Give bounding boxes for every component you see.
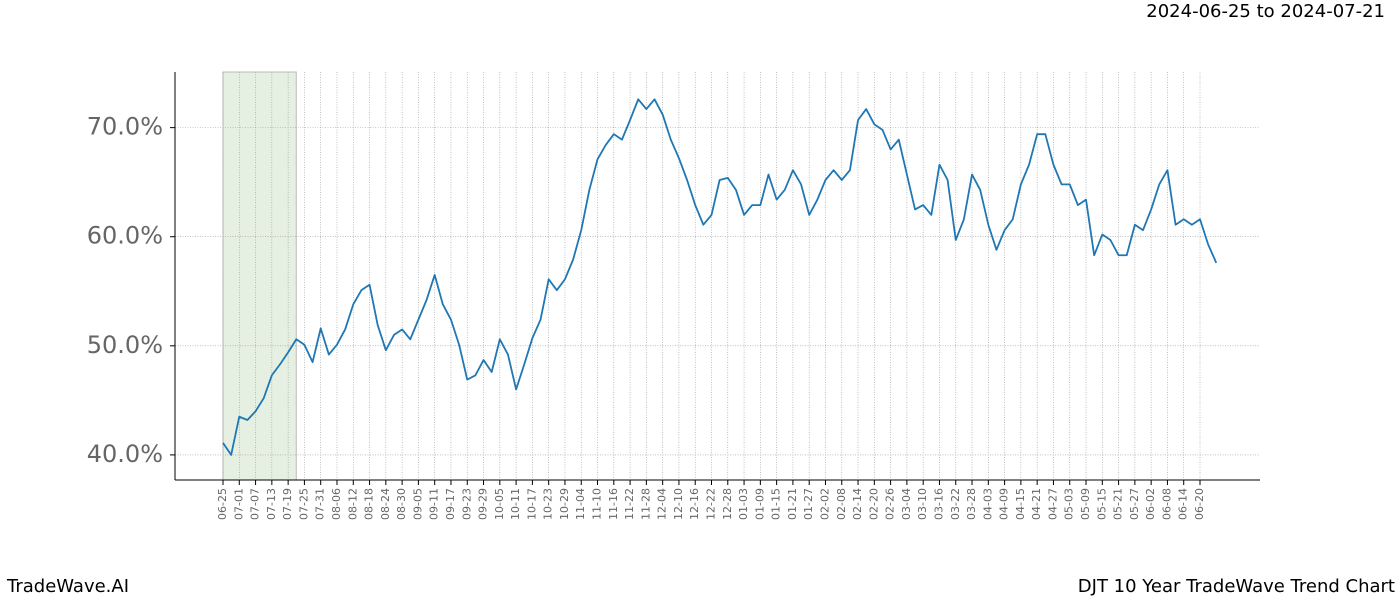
x-tick-label: 02-20 bbox=[867, 488, 880, 520]
x-tick-label: 03-04 bbox=[900, 488, 913, 520]
x-tick-label: 07-31 bbox=[314, 488, 327, 520]
x-tick-label: 02-14 bbox=[851, 488, 864, 520]
x-tick-label: 05-21 bbox=[1112, 488, 1125, 520]
x-tick-label: 01-21 bbox=[786, 488, 799, 520]
x-tick-label: 10-05 bbox=[493, 488, 506, 520]
y-tick-label: 70.0% bbox=[87, 113, 163, 141]
x-tick-label: 08-06 bbox=[330, 488, 343, 520]
x-tick-label: 07-01 bbox=[232, 488, 245, 520]
y-tick-label: 60.0% bbox=[87, 222, 163, 250]
x-tick-label: 06-02 bbox=[1144, 488, 1157, 520]
x-tick-label: 03-10 bbox=[916, 488, 929, 520]
x-tick-label: 06-14 bbox=[1177, 488, 1190, 520]
chart-title: DJT 10 Year TradeWave Trend Chart bbox=[1078, 576, 1395, 597]
x-tick-label: 09-11 bbox=[428, 488, 441, 520]
x-tick-label: 08-12 bbox=[346, 488, 359, 520]
x-tick-label: 07-13 bbox=[265, 488, 278, 520]
y-tick-label: 40.0% bbox=[87, 440, 163, 468]
x-tick-label: 10-17 bbox=[525, 488, 538, 520]
x-tick-label: 09-23 bbox=[460, 488, 473, 520]
x-tick-label: 05-15 bbox=[1095, 488, 1108, 520]
x-tick-label: 05-03 bbox=[1063, 488, 1076, 520]
x-tick-label: 08-18 bbox=[363, 488, 376, 520]
x-tick-label: 09-29 bbox=[477, 488, 490, 520]
x-tick-label: 01-15 bbox=[770, 488, 783, 520]
x-tick-label: 12-28 bbox=[721, 488, 734, 520]
highlight-span bbox=[222, 71, 297, 481]
x-tick-label: 09-05 bbox=[411, 488, 424, 520]
x-tick-label: 10-29 bbox=[558, 488, 571, 520]
x-tick-label: 07-25 bbox=[297, 488, 310, 520]
x-tick-label: 02-08 bbox=[835, 488, 848, 520]
brand: TradeWave.AI bbox=[6, 576, 129, 597]
x-tick-label: 12-10 bbox=[672, 488, 685, 520]
x-tick-label: 04-09 bbox=[998, 488, 1011, 520]
x-tick-label: 03-28 bbox=[965, 488, 978, 520]
data-line bbox=[222, 98, 1218, 456]
x-tick-label: 03-16 bbox=[932, 488, 945, 520]
x-tick-label: 06-08 bbox=[1160, 488, 1173, 520]
x-tick-label: 04-03 bbox=[981, 488, 994, 520]
x-tick-label: 02-02 bbox=[818, 488, 831, 520]
x-tick-label: 10-11 bbox=[509, 488, 522, 520]
x-tick-label: 05-09 bbox=[1079, 488, 1092, 520]
x-tick-label: 12-04 bbox=[656, 488, 669, 520]
x-tick-label: 11-28 bbox=[639, 488, 652, 520]
x-tick-label: 10-23 bbox=[542, 488, 555, 520]
x-tick-label: 04-15 bbox=[1014, 488, 1027, 520]
x-tick-label: 03-22 bbox=[949, 488, 962, 520]
x-tick-label: 09-17 bbox=[444, 488, 457, 520]
x-tick-label: 12-16 bbox=[688, 488, 701, 520]
x-tick-label: 11-22 bbox=[623, 488, 636, 520]
x-tick-label: 12-22 bbox=[705, 488, 718, 520]
x-tick-label: 01-27 bbox=[802, 488, 815, 520]
x-tick-label: 01-03 bbox=[737, 488, 750, 520]
x-tick-label: 01-09 bbox=[753, 488, 766, 520]
x-tick-label: 04-21 bbox=[1030, 488, 1043, 520]
x-tick-label: 02-26 bbox=[884, 488, 897, 520]
x-tick-label: 11-16 bbox=[607, 488, 620, 520]
y-tick-label: 50.0% bbox=[87, 331, 163, 359]
x-tick-label: 11-10 bbox=[591, 488, 604, 520]
x-tick-label: 05-27 bbox=[1128, 488, 1141, 520]
x-tick-label: 07-19 bbox=[281, 488, 294, 520]
x-tick-label: 11-04 bbox=[574, 488, 587, 520]
x-tick-label: 06-25 bbox=[216, 488, 229, 520]
x-tick-label: 07-07 bbox=[249, 488, 262, 520]
x-tick-label: 08-30 bbox=[395, 488, 408, 520]
date-range: 2024-06-25 to 2024-07-21 bbox=[1146, 1, 1385, 22]
x-tick-label: 04-27 bbox=[1046, 488, 1059, 520]
x-tick-label: 06-20 bbox=[1193, 488, 1206, 520]
x-tick-label: 08-24 bbox=[379, 488, 392, 520]
